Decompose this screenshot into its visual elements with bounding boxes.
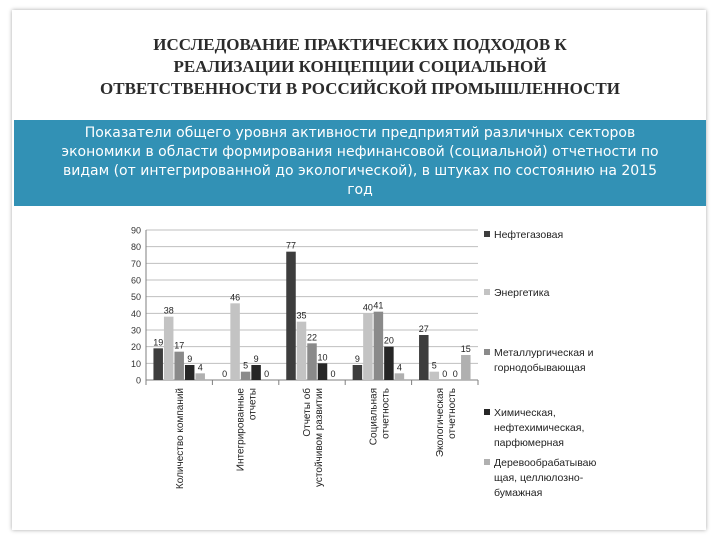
- bar: [251, 365, 261, 380]
- data-label: 27: [419, 324, 429, 334]
- legend-label: Нефтегазовая: [494, 229, 563, 241]
- data-label: 0: [330, 369, 335, 379]
- bar: [307, 343, 317, 380]
- data-label: 0: [453, 369, 458, 379]
- data-label: 5: [243, 361, 248, 371]
- subtitle-line: Показатели общего уровня активности пред…: [84, 125, 636, 141]
- legend-swatch: [484, 289, 490, 295]
- data-label: 77: [286, 241, 296, 251]
- bar: [296, 321, 307, 380]
- data-label: 5: [432, 361, 437, 371]
- bar: [195, 373, 205, 380]
- y-tick-label: 50: [131, 292, 141, 302]
- chart-area: 0 10 20 30 40 50 60 70 80 90 19 0 77 9 27 38 46 35 40 5 17 5 2…: [116, 218, 626, 516]
- bar: [352, 365, 363, 380]
- bar: [429, 371, 440, 380]
- bar: [153, 348, 163, 380]
- data-label: 0: [222, 369, 227, 379]
- data-label: 22: [307, 332, 317, 342]
- subtitle-line: видам (от интегрированной до экологическ…: [62, 163, 658, 179]
- bar: [394, 373, 405, 380]
- bar: [230, 303, 240, 380]
- data-label: 19: [153, 337, 163, 347]
- y-tick-label: 20: [131, 342, 141, 352]
- y-tick-label: 70: [131, 259, 141, 269]
- bar: [286, 251, 296, 380]
- chart-subtitle: Показатели общего уровня активности пред…: [24, 124, 696, 200]
- data-label: 20: [384, 336, 394, 346]
- data-label: 4: [198, 362, 203, 372]
- bar: [240, 371, 251, 380]
- x-tick-label: Количество компаний: [175, 388, 186, 489]
- x-tick-label: Интегрированные: [236, 388, 247, 472]
- subtitle-line: экономики в области формирования нефинан…: [61, 144, 659, 160]
- bar: [384, 346, 394, 380]
- y-tick-label: 80: [131, 242, 141, 252]
- x-tick-label: отчетность: [447, 388, 458, 439]
- data-label: 35: [296, 311, 306, 321]
- x-tick-label: отчетность: [380, 388, 391, 439]
- subtitle-line: год: [347, 182, 373, 198]
- bar: [419, 335, 429, 380]
- x-tick-label: Отчеты об: [301, 388, 313, 437]
- title-line: ОТВЕТСТВЕННОСТИ В РОССИЙСКОЙ ПРОМЫШЛЕННО…: [100, 79, 620, 98]
- legend-swatch: [484, 459, 490, 465]
- legend-swatch: [484, 231, 490, 237]
- data-label: 17: [174, 341, 184, 351]
- subtitle-banner: [14, 120, 706, 206]
- data-label: 4: [397, 362, 402, 372]
- title-line: ИССЛЕДОВАНИЕ ПРАКТИЧЕСКИХ ПОДХОДОВ К: [153, 35, 567, 54]
- data-label: 38: [164, 306, 174, 316]
- legend-label: щая, целлюлозно-: [494, 472, 584, 484]
- data-label: 15: [461, 344, 471, 354]
- slide-title: ИССЛЕДОВАНИЕ ПРАКТИЧЕСКИХ ПОДХОДОВ К РЕА…: [30, 34, 690, 100]
- data-label: 40: [363, 302, 373, 312]
- legend-swatch: [484, 349, 490, 355]
- bar-chart: 0102030405060708090190779273846354051752…: [131, 226, 597, 500]
- data-label: 0: [264, 369, 269, 379]
- data-label: 41: [373, 301, 383, 311]
- legend-label: горнодобывающая: [494, 362, 586, 374]
- legend-label: нефтехимическая,: [494, 422, 584, 434]
- legend-label: бумажная: [494, 487, 542, 499]
- y-tick-label: 40: [131, 309, 141, 319]
- legend-label: Металлургическая и: [494, 347, 594, 359]
- data-label: 0: [442, 369, 447, 379]
- bar: [461, 355, 471, 380]
- y-tick-label: 0: [136, 376, 141, 386]
- bar: [363, 313, 373, 380]
- x-tick-label: Экологическая: [435, 388, 446, 457]
- bar: [174, 351, 184, 380]
- x-tick-label: Социальная: [368, 388, 379, 445]
- bar: [317, 363, 328, 380]
- data-label: 9: [187, 354, 192, 364]
- legend-swatch: [484, 409, 490, 415]
- y-tick-label: 10: [131, 359, 141, 369]
- data-label: 9: [254, 354, 259, 364]
- title-line: РЕАЛИЗАЦИИ КОНЦЕПЦИИ СОЦИАЛЬНОЙ: [173, 57, 547, 76]
- bar: [373, 311, 384, 380]
- data-label: 9: [355, 354, 360, 364]
- y-tick-label: 60: [131, 276, 141, 286]
- x-tick-label: устойчивом развитии: [314, 388, 325, 487]
- bar: [163, 316, 174, 380]
- legend-label: Деревообрабатываю: [494, 457, 597, 469]
- legend-label: Химическая,: [494, 407, 556, 419]
- data-label: 46: [230, 292, 240, 302]
- data-label: 10: [317, 352, 327, 362]
- y-tick-label: 30: [131, 326, 141, 336]
- bar: [184, 365, 195, 380]
- y-tick-label: 90: [131, 226, 141, 236]
- legend-label: парфюмерная: [494, 437, 564, 449]
- x-tick-label: отчеты: [248, 388, 259, 420]
- legend-label: Энергетика: [494, 287, 550, 299]
